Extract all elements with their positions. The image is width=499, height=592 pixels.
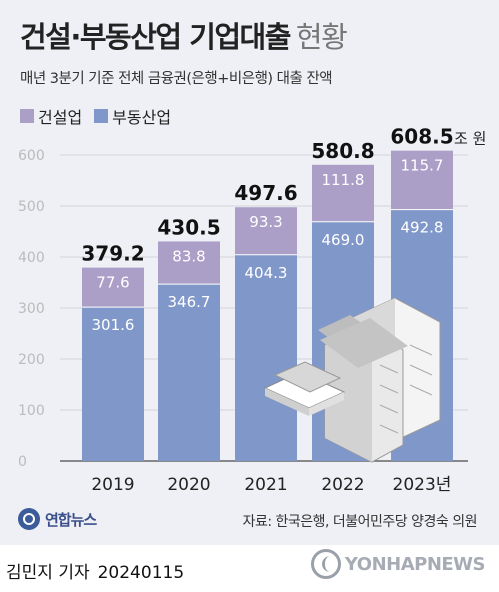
y-tick-label: 400 (18, 250, 45, 266)
total-label: 580.8 (311, 139, 374, 163)
bar-real-estate (235, 254, 297, 461)
buildings-illustration (263, 297, 441, 463)
chart-title-suffix: 현황 (295, 20, 348, 54)
y-tick-label: 100 (18, 403, 45, 419)
bar-real-estate (158, 284, 220, 461)
x-tick-label: 2020 (167, 475, 210, 495)
y-tick-label: 300 (18, 301, 45, 317)
data-label-real-estate: 301.6 (92, 316, 135, 334)
publish-date: 20240115 (97, 563, 185, 583)
yonhap-logo-icon (18, 508, 40, 530)
yonhap-watermark-icon (310, 549, 341, 579)
x-tick-label: 2019 (91, 475, 134, 495)
data-label-construction: 83.8 (172, 247, 205, 265)
data-label-construction: 77.6 (96, 274, 129, 292)
author-name: 김민지 기자 (6, 563, 90, 583)
bar-real-estate (82, 307, 144, 461)
total-label: 379.2 (81, 242, 144, 266)
chart-legend: 건설업 부동산업 (20, 104, 171, 128)
bar-chart: 0 100 200 300 400 500 600 301.6 77.6 379.2 2019 346… (18, 125, 486, 495)
data-label-construction: 115.7 (401, 157, 444, 175)
x-tick-label: 2022 (321, 475, 364, 495)
bar-construction (391, 150, 453, 210)
total-label: 497.6 (234, 181, 297, 205)
y-tick-label: 200 (18, 352, 45, 368)
logo: 연합뉴스 (18, 508, 97, 530)
logo-text: 연합뉴스 (45, 510, 97, 529)
legend-item-real-estate: 부동산업 (94, 104, 171, 128)
chart-title: 건설·부동산업 기업대출 현황 (20, 20, 348, 54)
data-label-real-estate: 346.7 (168, 293, 211, 311)
watermark-text: YONHAPNEWS (344, 553, 486, 575)
legend-item-construction: 건설업 (20, 104, 82, 128)
data-label-real-estate: 404.3 (245, 264, 288, 282)
data-label-real-estate: 492.8 (401, 219, 444, 237)
data-label-construction: 111.8 (322, 171, 365, 189)
y-tick-label: 500 (18, 199, 45, 215)
bar-construction (82, 267, 144, 308)
byline: 김민지 기자 20240115 (6, 558, 184, 583)
x-tick-label: 2023년 (393, 475, 452, 495)
bar-construction (312, 164, 374, 222)
total-unit-label: 조 원 (454, 130, 486, 148)
bar-construction (235, 207, 297, 255)
total-label: 430.5 (157, 215, 220, 239)
y-tick-label: 600 (18, 148, 45, 164)
x-tick-label: 2021 (244, 475, 287, 495)
chart-subtitle: 매년 3분기 기준 전체 금융권(은행+비은행) 대출 잔액 (20, 71, 333, 87)
total-label: 608.5 (390, 125, 453, 149)
source-note: 자료: 한국은행, 더불어민주당 양경숙 의원 (242, 514, 478, 530)
legend-swatch-construction (20, 109, 34, 123)
bar-construction (158, 241, 220, 285)
data-label-construction: 93.3 (249, 213, 282, 231)
watermark: YONHAPNEWS (310, 549, 486, 579)
y-tick-label: 0 (18, 454, 27, 470)
data-label-real-estate: 469.0 (322, 231, 365, 249)
legend-swatch-real-estate (94, 109, 109, 123)
